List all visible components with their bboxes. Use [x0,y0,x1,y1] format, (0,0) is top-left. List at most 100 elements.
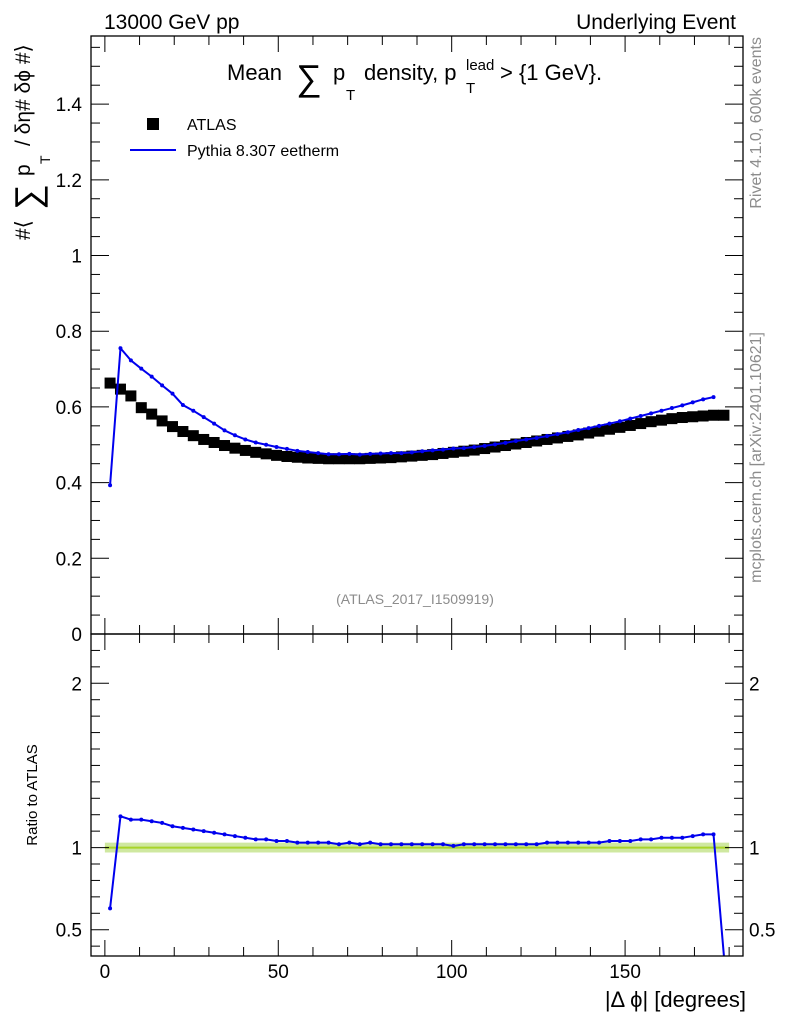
title-lead: lead [466,57,494,74]
ylabel-pre: #⟨ [12,220,35,240]
pythia-point [222,428,227,433]
pythia-point [274,445,279,450]
atlas-marker [312,452,324,464]
pythia-point [295,448,300,453]
ratio-pythia-point [649,837,654,842]
pythia-point [711,395,716,400]
pythia-point [232,433,237,438]
pythia-point [617,419,622,424]
ratio-y-tick-label-right: 0.5 [749,921,775,942]
atlas-marker [323,453,335,465]
main-y-tick-label: 0.8 [56,322,82,343]
ratio-pythia-point [555,840,560,845]
x-tick-label: 0 [100,962,111,983]
atlas-marker [219,440,231,452]
x-tick-labels: 0 50 100 150 [100,962,641,983]
pythia-point [170,391,175,396]
ratio-pythia-point [482,842,487,847]
atlas-marker [593,425,605,437]
atlas-marker [520,436,532,448]
pythia-point [128,358,133,363]
pythia-point [503,440,508,445]
ratio-frame [90,633,744,957]
ratio-pythia-point [680,835,685,840]
atlas-marker [239,444,251,456]
atlas-marker [156,415,168,427]
atlas-marker [281,450,293,462]
ratio-pythia-point [180,825,185,830]
atlas-marker [489,441,501,453]
pythia-point [441,447,446,452]
pythia-point [430,448,435,453]
ratio-pythia-point [430,842,435,847]
atlas-marker [718,409,730,421]
ratio-pythia-point [305,840,310,845]
ratio-pythia-point [597,840,602,845]
legend-pythia-label: Pythia 8.307 eetherm [187,143,339,160]
ratio-y-tick-label-right: 2 [749,674,760,695]
atlas-marker [603,423,615,435]
pythia-point [649,411,654,416]
pythia-point [586,426,591,431]
pythia-point [690,400,695,405]
pythia-point [357,452,362,457]
main-y-tick-label: 1.4 [56,95,83,116]
atlas-marker [177,426,189,438]
pythia-point [607,421,612,426]
ratio-pythia-point [388,842,393,847]
main-y-tick-label: 0 [71,625,82,646]
atlas-marker [146,408,158,420]
atlas-marker [198,433,210,445]
pythia-point [680,403,685,408]
pythia-point [201,415,206,420]
ratio-pythia-point [545,840,550,845]
pythia-point [534,435,539,440]
atlas-marker [656,414,667,426]
rivet-label: Rivet 4.1.0, 600k events [748,37,765,209]
pythia-point [264,442,269,447]
legend-atlas-label: ATLAS [187,117,237,134]
ratio-pythia-point [243,835,248,840]
ratio-pythia-point [139,817,144,822]
pythia-point [524,437,529,442]
pythia-point [409,450,414,455]
atlas-marker [499,440,511,452]
atlas-marker [135,402,147,414]
header-left: 13000 GeV pp [104,11,239,34]
title-mean: Mean [227,60,282,85]
ratio-pythia-point [170,824,175,829]
pythia-point [180,403,185,408]
atlas-marker [635,418,647,430]
ratio-pythia-point [441,842,446,847]
ratio-pythia-point [420,842,425,847]
ratio-pythia-point [503,842,508,847]
atlas-marker [697,410,709,422]
main-data-layer [104,345,730,488]
pythia-point [108,483,113,488]
pythia-point [284,446,289,451]
pythia-point [565,430,570,435]
pythia-point [191,408,196,413]
ratio-pythia-point [701,832,706,837]
pythia-point [659,408,664,413]
ratio-pythia-point [586,840,591,845]
atlas-marker [104,377,116,389]
ratio-pythia-point [399,842,404,847]
x-tick-label: 50 [268,962,289,983]
ratio-pythia-point [149,819,154,824]
ratio-pythia-point [638,837,643,842]
ylabel-sub-t: T [37,155,53,164]
pythia-point [378,451,383,456]
atlas-marker [676,412,688,424]
pythia-point [451,446,456,451]
title-lead-sub-t: T [466,80,475,97]
atlas-marker [666,413,678,425]
legend: ATLAS Pythia 8.307 eetherm [130,117,339,160]
atlas-marker [510,438,522,450]
ratio-pythia-point [659,835,664,840]
main-y-tick-label: 1 [71,247,82,268]
ratio-pythia-point [222,832,227,837]
main-ylabel: #⟨ ∑ p T / δη# δϕ #⟩ [7,44,53,240]
ratio-pythia-point [378,842,383,847]
